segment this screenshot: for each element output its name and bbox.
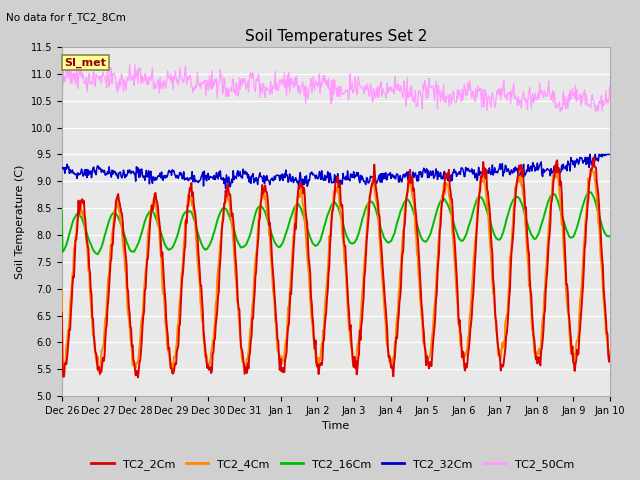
Text: No data for f_TC2_8Cm: No data for f_TC2_8Cm [6, 12, 126, 23]
Legend: TC2_2Cm, TC2_4Cm, TC2_16Cm, TC2_32Cm, TC2_50Cm: TC2_2Cm, TC2_4Cm, TC2_16Cm, TC2_32Cm, TC… [87, 455, 579, 474]
X-axis label: Time: Time [322, 421, 349, 432]
Text: SI_met: SI_met [65, 58, 106, 68]
Title: Soil Temperatures Set 2: Soil Temperatures Set 2 [244, 29, 427, 44]
Y-axis label: Soil Temperature (C): Soil Temperature (C) [15, 164, 25, 279]
